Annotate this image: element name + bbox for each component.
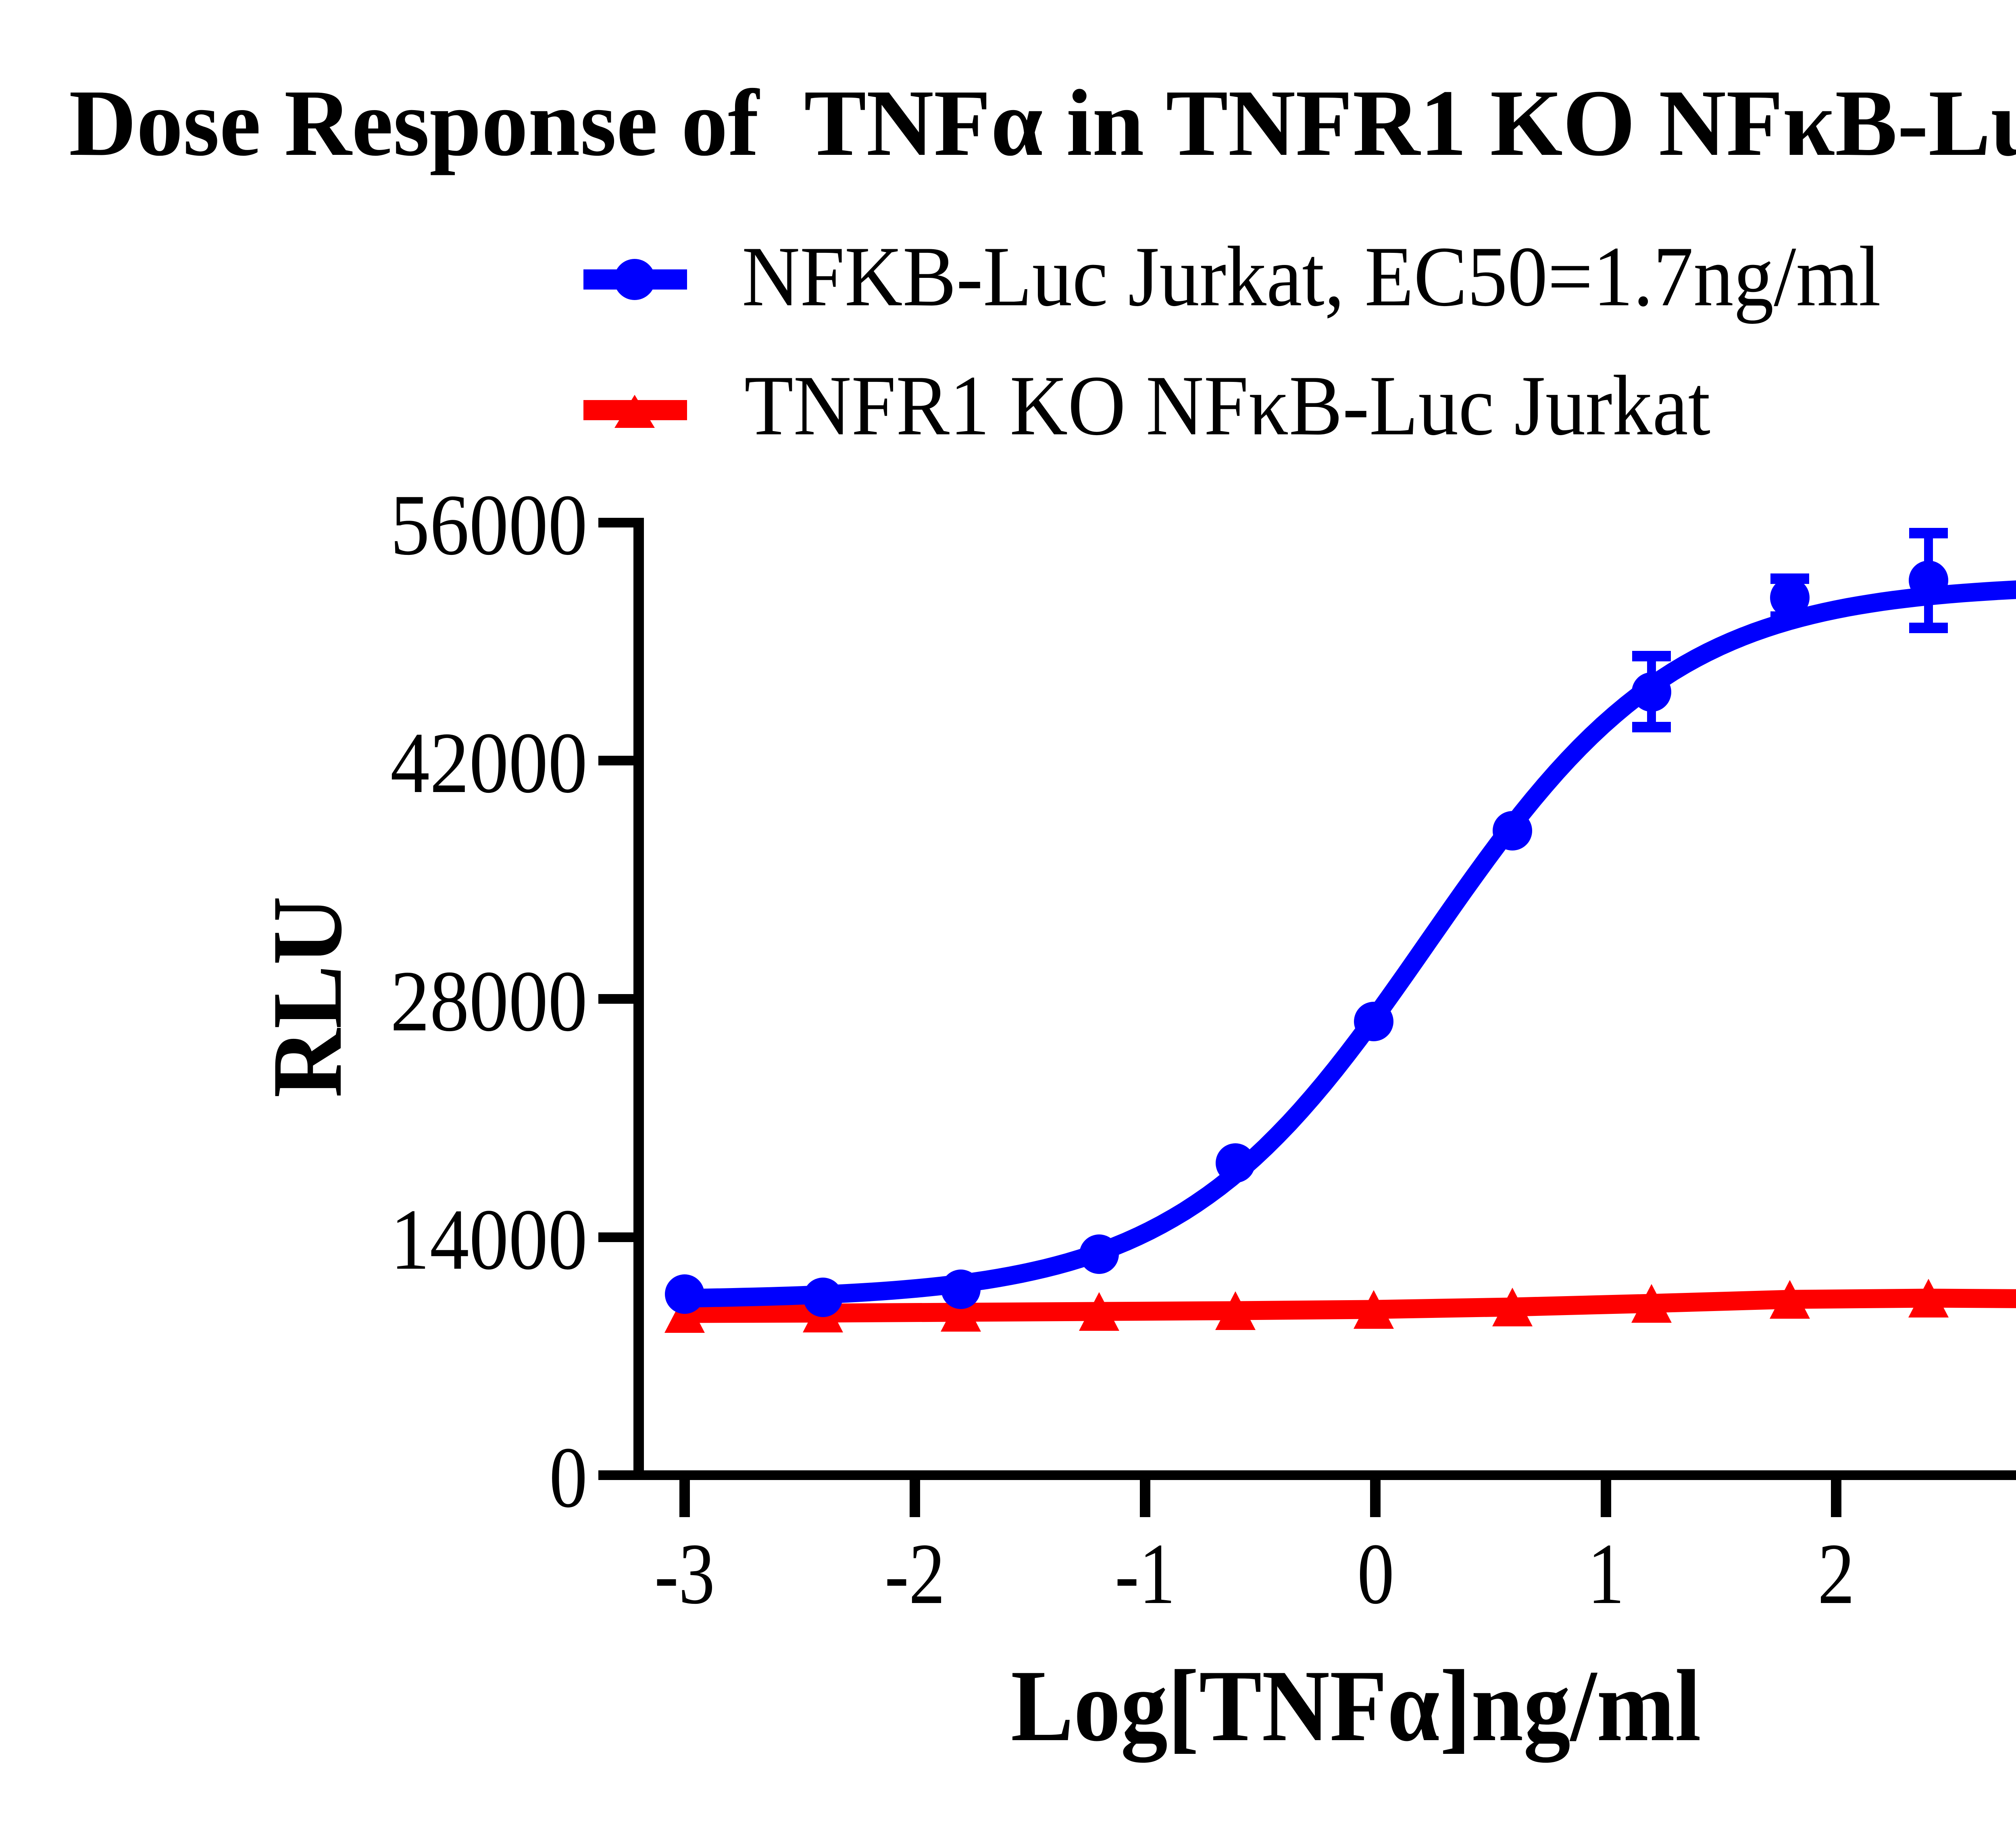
svg-text:-2: -2 <box>885 1526 945 1622</box>
svg-text:0: 0 <box>1357 1526 1394 1622</box>
svg-text:RLU: RLU <box>252 896 362 1098</box>
svg-text:1: 1 <box>1587 1526 1624 1622</box>
svg-text:-3: -3 <box>654 1526 715 1622</box>
svg-text:Dose Response of TNFα in TNFR: Dose Response of TNFα in TNFR1 KO NFκB-L… <box>69 71 2016 176</box>
svg-text:-1: -1 <box>1115 1526 1175 1622</box>
svg-text:2: 2 <box>1818 1526 1855 1622</box>
svg-text:NFKB-Luc Jurkat, EC50=1.7ng/ml: NFKB-Luc Jurkat, EC50=1.7ng/ml <box>742 229 1881 324</box>
svg-text:42000: 42000 <box>390 715 587 811</box>
svg-text:14000: 14000 <box>390 1191 587 1288</box>
svg-text:Log[TNFα]ng/ml: Log[TNFα]ng/ml <box>1011 1649 1701 1763</box>
svg-text:TNFR1 KO NFκB-Luc Jurkat: TNFR1 KO NFκB-Luc Jurkat <box>744 358 1710 453</box>
svg-text:0: 0 <box>549 1429 587 1526</box>
svg-text:56000: 56000 <box>390 477 587 573</box>
svg-text:28000: 28000 <box>390 953 587 1049</box>
